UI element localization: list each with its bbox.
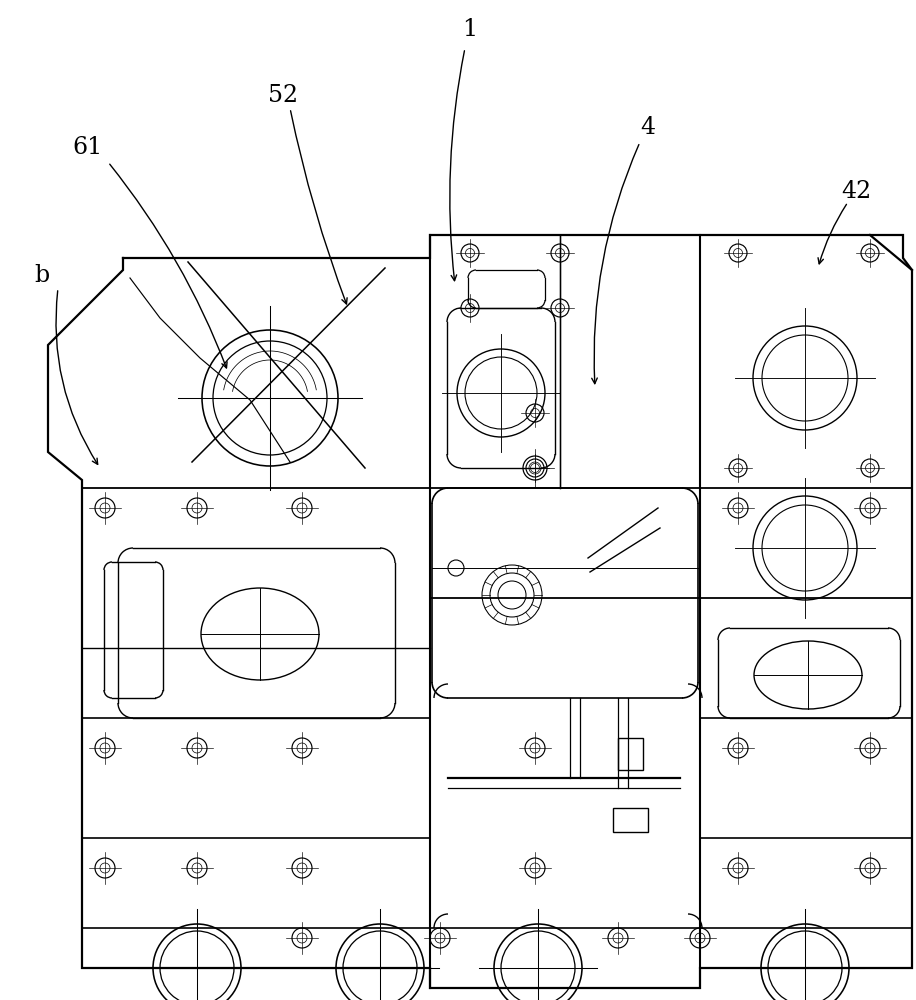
Bar bbox=[613, 808, 648, 832]
Text: 61: 61 bbox=[73, 136, 104, 159]
Text: b: b bbox=[35, 263, 49, 286]
Bar bbox=[618, 738, 643, 770]
Text: 4: 4 bbox=[640, 116, 656, 139]
Text: 42: 42 bbox=[841, 180, 871, 204]
Text: 1: 1 bbox=[463, 18, 477, 41]
Text: 52: 52 bbox=[268, 84, 298, 106]
